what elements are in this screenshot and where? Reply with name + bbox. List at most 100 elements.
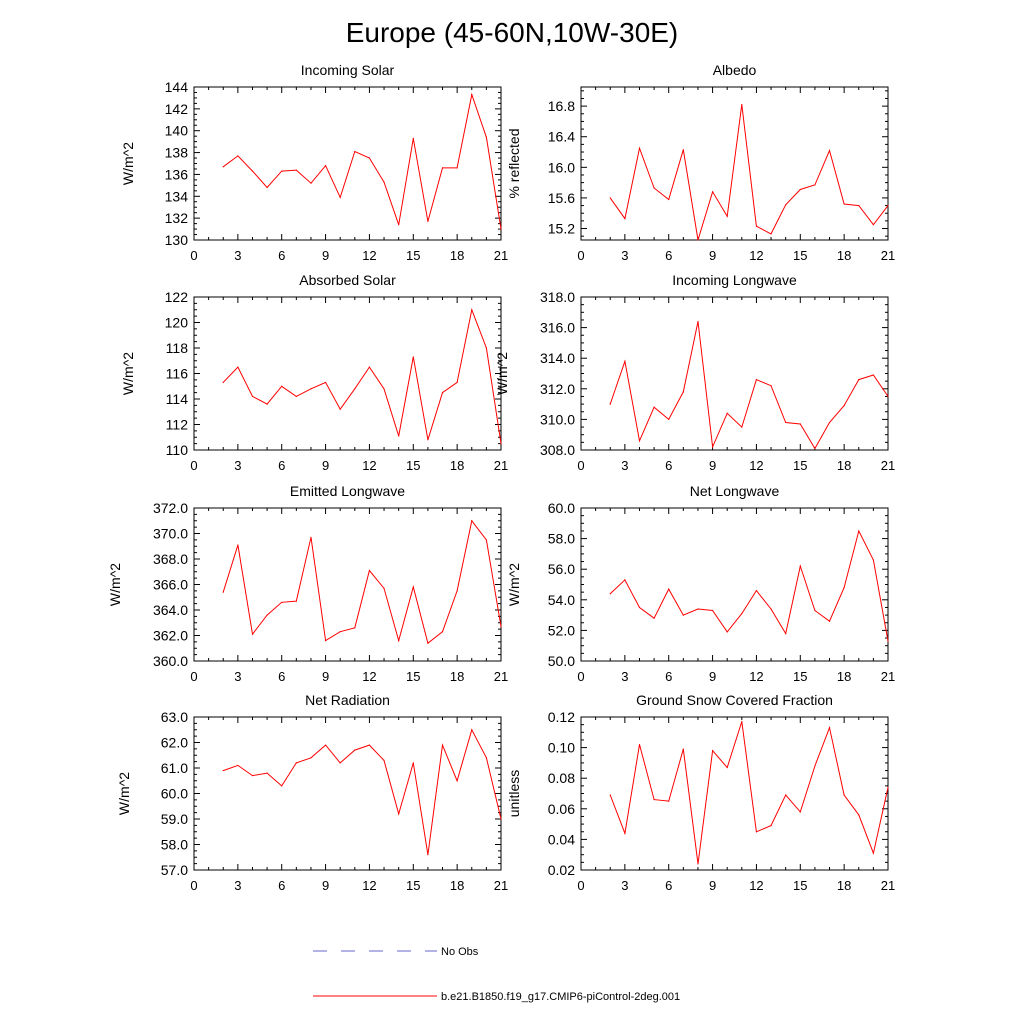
x-tick-label: 12 — [362, 458, 376, 473]
x-tick-label: 9 — [322, 878, 329, 893]
data-point — [310, 388, 312, 390]
y-axis-label: W/m^2 — [107, 563, 123, 606]
plot-frame — [193, 716, 502, 871]
data-point — [770, 608, 772, 610]
data-point — [638, 440, 641, 442]
y-tick-label: 366.0 — [153, 577, 188, 593]
data-point — [500, 228, 502, 230]
data-point — [485, 757, 487, 759]
data-point — [858, 814, 860, 816]
series-line — [609, 529, 889, 642]
data-point — [887, 204, 889, 207]
data-point — [828, 727, 831, 729]
data-point — [295, 762, 297, 764]
x-tick-label: 0 — [577, 248, 584, 263]
data-point — [814, 184, 816, 186]
y-tick-label: 58.0 — [161, 837, 188, 853]
data-point — [456, 590, 458, 592]
data-point — [427, 220, 429, 223]
data-point — [755, 590, 758, 592]
data-point — [726, 766, 728, 769]
data-point — [251, 633, 254, 635]
x-tick-label: 6 — [278, 248, 285, 263]
data-point — [427, 439, 429, 441]
x-tick-label: 12 — [362, 669, 376, 684]
x-tick-label: 18 — [450, 458, 464, 473]
data-point — [887, 395, 889, 398]
panel-title: Incoming Solar — [301, 62, 395, 78]
panel-net-radiation: Net Radiation W/m^2 0 3 6 9 12 15 18 21 57.0 58.0 59… — [116, 692, 508, 893]
data-point — [354, 749, 356, 751]
panel-absorbed-solar: Absorbed Solar W/m^2 0 3 6 9 12 15 18 21 110 112 114… — [120, 272, 508, 473]
data-point — [843, 405, 845, 407]
panel-title: Incoming Longwave — [672, 272, 797, 288]
data-point — [485, 347, 487, 349]
data-point — [441, 631, 444, 633]
y-tick-label: 122 — [165, 289, 189, 305]
data-point — [485, 539, 487, 541]
series-line — [609, 721, 889, 864]
x-tick-label: 3 — [621, 248, 628, 263]
y-tick-label: 15.6 — [548, 190, 575, 206]
y-tick-label: 62.0 — [161, 735, 188, 751]
y-tick-label: 308.0 — [540, 442, 575, 458]
x-tick-label: 12 — [749, 878, 763, 893]
data-point — [872, 559, 874, 561]
data-point — [785, 632, 787, 635]
data-point — [266, 186, 268, 189]
panel-net-longwave: Net Longwave W/m^2 0 3 6 9 12 15 18 21 50.0 52.0 54.… — [506, 483, 895, 684]
data-point — [471, 94, 473, 96]
data-point — [324, 165, 327, 167]
y-tick-label: 142 — [165, 101, 189, 117]
panel-title: Emitted Longwave — [290, 483, 405, 499]
data-point — [471, 729, 473, 731]
y-tick-label: 116 — [166, 366, 189, 382]
x-tick-label: 3 — [234, 878, 241, 893]
x-tick-label: 21 — [881, 248, 895, 263]
panels-group: Incoming Solar W/m^2 0 3 6 9 12 15 18 21 130 132 134… — [107, 62, 895, 893]
x-tick-label: 6 — [278, 878, 285, 893]
x-tick-label: 15 — [406, 669, 420, 684]
data-point — [471, 309, 473, 311]
data-point — [653, 406, 655, 408]
x-tick-label: 3 — [234, 248, 241, 263]
x-tick-label: 12 — [362, 878, 376, 893]
data-point — [295, 395, 297, 398]
data-point — [251, 395, 254, 398]
y-axis-label: W/m^2 — [506, 563, 522, 606]
x-tick-label: 21 — [494, 878, 508, 893]
data-point — [741, 426, 743, 428]
data-point — [398, 640, 400, 642]
data-point — [828, 620, 831, 622]
y-tick-label: 58.0 — [548, 531, 575, 547]
data-point — [310, 536, 312, 538]
y-tick-label: 138 — [165, 145, 189, 161]
y-tick-label: 54.0 — [548, 592, 575, 608]
y-axis-label: W/m^2 — [494, 352, 510, 395]
data-point — [872, 224, 874, 226]
x-tick-label: 21 — [881, 669, 895, 684]
data-point — [785, 421, 787, 424]
x-tick-label: 21 — [494, 669, 508, 684]
data-point — [383, 388, 385, 390]
y-tick-label: 16.0 — [548, 159, 575, 175]
data-point — [770, 385, 772, 387]
y-tick-label: 318.0 — [540, 289, 575, 305]
x-tick-label: 18 — [837, 878, 851, 893]
x-tick-label: 9 — [322, 458, 329, 473]
data-point — [310, 182, 312, 184]
x-tick-label: 0 — [577, 458, 584, 473]
y-tick-label: 63.0 — [161, 709, 188, 725]
data-point — [828, 149, 831, 152]
data-point — [398, 813, 400, 815]
data-point — [383, 759, 385, 761]
data-point — [354, 627, 356, 629]
data-point — [741, 612, 743, 615]
y-axis-label: W/m^2 — [120, 352, 136, 395]
data-point — [266, 614, 268, 616]
y-tick-label: 57.0 — [161, 862, 188, 878]
data-point — [887, 786, 889, 788]
y-axis-label: W/m^2 — [120, 142, 136, 185]
data-point — [770, 233, 772, 235]
data-point — [624, 579, 626, 581]
